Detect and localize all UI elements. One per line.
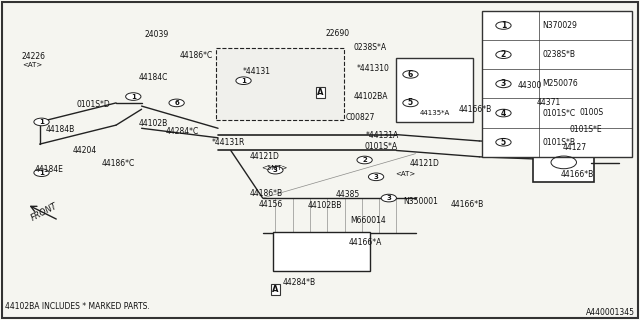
FancyBboxPatch shape (396, 59, 473, 122)
Text: 44127: 44127 (562, 143, 586, 152)
Text: <AT>: <AT> (22, 62, 42, 68)
Text: 44186*B: 44186*B (250, 189, 283, 198)
Text: 0101S*B: 0101S*B (543, 138, 575, 147)
Text: 0101S*E: 0101S*E (570, 125, 602, 134)
Text: M250076: M250076 (543, 79, 579, 88)
Circle shape (381, 194, 396, 202)
Text: *441310: *441310 (357, 63, 390, 73)
Circle shape (268, 166, 283, 174)
Text: 0101S*C: 0101S*C (543, 108, 576, 117)
Circle shape (496, 109, 511, 117)
Text: 44121D: 44121D (250, 152, 280, 161)
Text: 44184E: 44184E (35, 165, 63, 174)
Text: A440001345: A440001345 (586, 308, 636, 317)
Circle shape (369, 173, 384, 180)
Text: 3: 3 (374, 174, 378, 180)
Text: 44166*A: 44166*A (349, 238, 382, 247)
Text: 44102BB: 44102BB (307, 202, 342, 211)
Text: 44166*B: 44166*B (451, 200, 484, 209)
FancyBboxPatch shape (534, 142, 594, 182)
Text: 44166*B: 44166*B (561, 170, 594, 179)
Circle shape (125, 93, 141, 100)
Text: 44166*B: 44166*B (459, 105, 492, 114)
Text: 44102BA INCLUDES * MARKED PARTS.: 44102BA INCLUDES * MARKED PARTS. (4, 302, 149, 311)
Text: 2: 2 (362, 157, 367, 163)
Text: 44186*C: 44186*C (102, 159, 135, 168)
Text: 0238S*A: 0238S*A (354, 43, 387, 52)
Text: 44204: 44204 (73, 146, 97, 155)
Text: 44156: 44156 (259, 200, 283, 209)
Text: 6: 6 (408, 70, 413, 79)
Text: 3: 3 (387, 195, 391, 201)
Circle shape (34, 118, 49, 126)
Text: 5: 5 (501, 138, 506, 147)
Text: A: A (317, 88, 323, 97)
Circle shape (403, 99, 418, 107)
Text: 44371: 44371 (537, 99, 561, 108)
Circle shape (357, 156, 372, 164)
Text: 44184B: 44184B (46, 125, 76, 134)
Text: <AT>: <AT> (395, 171, 415, 177)
Text: 44385: 44385 (336, 190, 360, 199)
Text: 2: 2 (501, 50, 506, 59)
Text: *44131A: *44131A (366, 131, 399, 140)
Text: C00827: C00827 (346, 113, 375, 122)
Text: 44184C: 44184C (138, 73, 168, 82)
Text: 5: 5 (408, 99, 413, 108)
Text: 44284*C: 44284*C (166, 127, 199, 136)
Text: M660014: M660014 (351, 216, 387, 225)
Text: N350001: N350001 (403, 197, 438, 206)
Text: 0238S*B: 0238S*B (543, 50, 575, 59)
Text: 44284*B: 44284*B (283, 278, 316, 287)
FancyBboxPatch shape (273, 232, 371, 271)
Text: 1: 1 (131, 93, 136, 100)
Text: 1: 1 (39, 170, 44, 176)
Circle shape (496, 80, 511, 88)
Text: 24039: 24039 (145, 30, 169, 39)
Circle shape (496, 22, 511, 29)
Circle shape (236, 77, 251, 84)
Circle shape (496, 139, 511, 146)
Text: 44300: 44300 (518, 81, 542, 90)
Text: 44186*C: 44186*C (180, 51, 213, 60)
Text: 1: 1 (241, 78, 246, 84)
FancyBboxPatch shape (483, 11, 632, 157)
Text: 0101S*D: 0101S*D (77, 100, 110, 109)
Text: N370029: N370029 (543, 21, 577, 30)
Circle shape (403, 70, 418, 78)
Text: 44102BA: 44102BA (354, 92, 388, 101)
Text: A: A (272, 285, 278, 294)
Text: 0101S*A: 0101S*A (365, 142, 397, 151)
Text: 0100S: 0100S (580, 108, 604, 117)
Circle shape (496, 51, 511, 59)
Text: 3: 3 (273, 167, 278, 173)
Text: 22690: 22690 (325, 28, 349, 38)
Text: 6: 6 (174, 100, 179, 106)
Text: 24226: 24226 (22, 52, 46, 61)
Text: *44131R: *44131R (212, 138, 245, 147)
Text: <5MT>: <5MT> (261, 165, 288, 171)
Text: 44121D: 44121D (409, 159, 439, 168)
Text: 44102B: 44102B (138, 119, 168, 128)
Text: FRONT: FRONT (30, 202, 60, 223)
Text: 44135*A: 44135*A (420, 110, 450, 116)
Text: 1: 1 (501, 21, 506, 30)
Circle shape (169, 99, 184, 107)
Text: 4: 4 (501, 108, 506, 117)
FancyBboxPatch shape (216, 48, 344, 120)
Circle shape (34, 169, 49, 177)
Text: *44131: *44131 (243, 67, 270, 76)
Text: 1: 1 (39, 119, 44, 125)
Text: 3: 3 (501, 79, 506, 88)
